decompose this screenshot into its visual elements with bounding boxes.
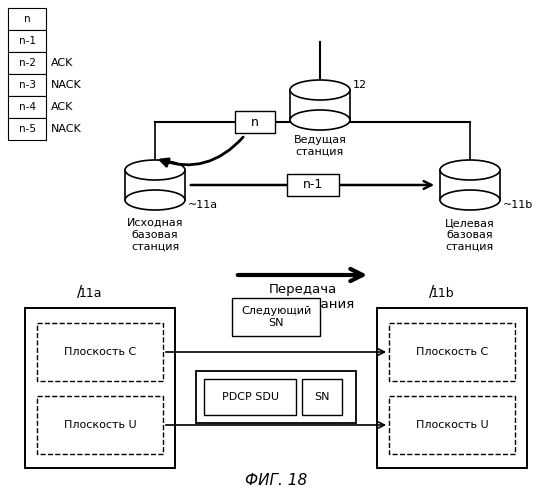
Bar [290,90,350,120]
Bar [302,378,342,414]
Text: ~11a: ~11a [188,200,218,210]
Text: 12: 12 [353,80,367,90]
Text: n: n [251,116,259,128]
Text: /: / [77,285,82,300]
Text: ~11b: ~11b [503,200,533,210]
Bar [377,308,527,468]
Text: Плоскость C: Плоскость C [64,347,136,357]
Bar [389,396,515,454]
Text: ACK: ACK [51,102,73,112]
Text: PDCP SDU: PDCP SDU [221,392,279,402]
Text: n-4: n-4 [19,102,35,112]
Text: n-1: n-1 [302,178,322,192]
Text: ACK: ACK [51,58,73,68]
Bar [8,74,46,96]
Text: SN: SN [314,392,330,402]
Text: Целевая
базовая
станция: Целевая базовая станция [445,218,495,251]
Bar [235,111,275,133]
Bar [8,118,46,140]
Bar [8,30,46,52]
Bar [37,323,163,381]
Text: n-1: n-1 [19,36,35,46]
Ellipse shape [440,190,500,210]
Bar [196,370,356,422]
Text: Плоскость U: Плоскость U [416,420,489,430]
Text: Исходная
базовая
станция: Исходная базовая станция [127,218,183,251]
Text: NACK: NACK [51,124,82,134]
Text: 11a: 11a [78,287,102,300]
Text: /: / [429,285,434,300]
FancyArrowPatch shape [161,137,243,166]
Text: Плоскость C: Плоскость C [416,347,488,357]
Text: Передача
обслуживания: Передача обслуживания [252,283,354,311]
Text: Плоскость U: Плоскость U [63,420,136,430]
Bar [125,170,185,200]
Bar [37,396,163,454]
Ellipse shape [125,190,185,210]
Text: n-2: n-2 [19,58,35,68]
Bar [389,323,515,381]
Text: ФИГ. 18: ФИГ. 18 [245,473,307,488]
Bar [8,8,46,30]
Bar [8,96,46,118]
Text: n: n [24,14,30,24]
Ellipse shape [440,160,500,180]
Text: Следующий
SN: Следующий SN [241,306,311,328]
Text: NACK: NACK [51,80,82,90]
Ellipse shape [290,80,350,100]
Text: n-5: n-5 [19,124,35,134]
Text: Ведущая
станция: Ведущая станция [294,135,347,156]
Bar [440,170,500,200]
Text: 11b: 11b [430,287,454,300]
Text: n-3: n-3 [19,80,35,90]
Bar [204,378,296,414]
Ellipse shape [290,110,350,130]
Bar [8,52,46,74]
Bar [25,308,175,468]
Bar [232,298,320,336]
Bar [286,174,338,196]
Ellipse shape [125,160,185,180]
